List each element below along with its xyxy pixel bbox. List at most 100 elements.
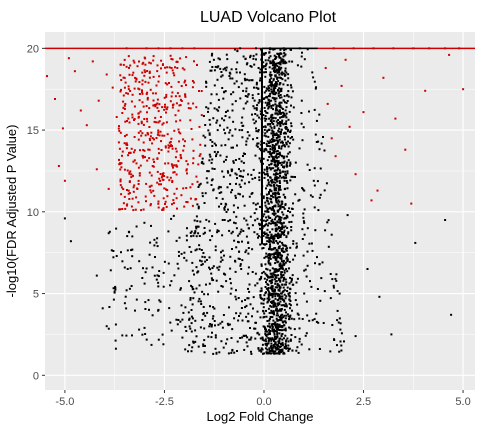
- gene-point: [274, 268, 277, 271]
- gene-point: [282, 226, 285, 229]
- gene-point: [272, 62, 275, 64]
- gene-point: [277, 340, 280, 343]
- gene-point: [281, 119, 284, 122]
- gene-point: [280, 233, 283, 236]
- gene-point: [208, 133, 211, 136]
- significant-gene-point: [444, 47, 447, 50]
- gene-point: [232, 91, 235, 94]
- gene-point: [281, 200, 284, 203]
- gene-point: [272, 173, 275, 176]
- gene-point: [212, 58, 215, 61]
- significant-gene-point: [179, 156, 182, 159]
- gene-point: [266, 200, 269, 203]
- gene-point: [153, 238, 156, 241]
- gene-point: [272, 192, 275, 195]
- gene-point: [169, 321, 172, 324]
- gene-point: [283, 160, 286, 163]
- gene-point: [233, 239, 236, 242]
- gene-point: [267, 259, 270, 262]
- significant-gene-point: [148, 107, 151, 110]
- gene-point: [202, 162, 205, 165]
- gene-point: [261, 337, 264, 340]
- gene-point: [286, 337, 289, 340]
- gene-point: [290, 96, 293, 99]
- gene-point: [284, 48, 287, 51]
- gene-point: [279, 82, 282, 85]
- gene-point: [272, 207, 274, 210]
- gene-point: [267, 215, 270, 218]
- gene-point: [286, 94, 288, 97]
- gene-point: [278, 151, 281, 154]
- gene-point: [332, 286, 335, 289]
- gene-point: [231, 134, 234, 137]
- gene-point: [271, 212, 274, 215]
- significant-gene-point: [175, 187, 178, 190]
- gene-point: [340, 332, 343, 335]
- gene-point: [268, 298, 271, 301]
- gene-point: [239, 337, 242, 339]
- significant-gene-point: [164, 145, 167, 148]
- significant-gene-point: [127, 154, 130, 157]
- gene-point: [254, 219, 257, 222]
- gene-point: [281, 206, 284, 208]
- significant-gene-point: [163, 134, 166, 137]
- gene-point: [251, 271, 254, 273]
- gene-point: [292, 106, 295, 109]
- gene-point: [287, 231, 290, 234]
- gene-point: [283, 231, 285, 234]
- gene-point: [266, 170, 269, 173]
- gene-point: [266, 144, 269, 147]
- gene-point: [286, 256, 288, 259]
- significant-gene-point: [125, 142, 128, 145]
- gene-point: [290, 229, 293, 232]
- gene-point: [264, 59, 267, 62]
- gene-point: [269, 245, 272, 248]
- gene-point: [324, 229, 327, 232]
- gene-point: [318, 348, 321, 350]
- gene-point: [220, 251, 222, 254]
- gene-point: [285, 141, 288, 144]
- gene-point: [270, 339, 273, 342]
- gene-point: [241, 300, 243, 303]
- gene-point: [284, 329, 287, 332]
- significant-gene-point: [149, 88, 152, 91]
- gene-point: [247, 173, 249, 176]
- significant-gene-point: [170, 58, 173, 60]
- gene-point: [213, 168, 216, 170]
- gene-point: [219, 67, 222, 70]
- gene-point: [275, 240, 278, 242]
- gene-point: [200, 260, 203, 263]
- significant-gene-point: [157, 47, 160, 50]
- significant-gene-point: [179, 98, 182, 101]
- gene-point: [254, 272, 257, 275]
- gene-point: [210, 325, 213, 328]
- gene-point: [250, 79, 253, 82]
- gene-point: [149, 241, 152, 244]
- gene-point: [288, 326, 291, 329]
- gene-point: [229, 255, 232, 258]
- gene-point: [274, 346, 277, 349]
- significant-gene-point: [127, 88, 130, 91]
- gene-point: [282, 132, 285, 135]
- gene-point: [285, 339, 288, 342]
- gene-point: [249, 56, 252, 59]
- gene-point: [209, 69, 212, 72]
- gene-point: [266, 159, 269, 162]
- gene-point: [276, 76, 279, 79]
- gene-point: [291, 309, 293, 312]
- gene-point: [222, 175, 225, 178]
- gene-point: [270, 167, 273, 170]
- significant-gene-point: [127, 192, 130, 195]
- gene-point: [278, 162, 281, 165]
- gene-point: [263, 243, 266, 246]
- gene-point: [271, 312, 274, 315]
- gene-point: [259, 71, 261, 74]
- gene-point: [269, 326, 272, 329]
- gene-point: [273, 85, 276, 88]
- significant-gene-point: [133, 136, 136, 138]
- gene-point: [335, 279, 338, 282]
- gene-point: [270, 200, 273, 203]
- significant-gene-point: [122, 106, 125, 109]
- gene-point: [231, 103, 234, 106]
- gene-point: [265, 267, 268, 270]
